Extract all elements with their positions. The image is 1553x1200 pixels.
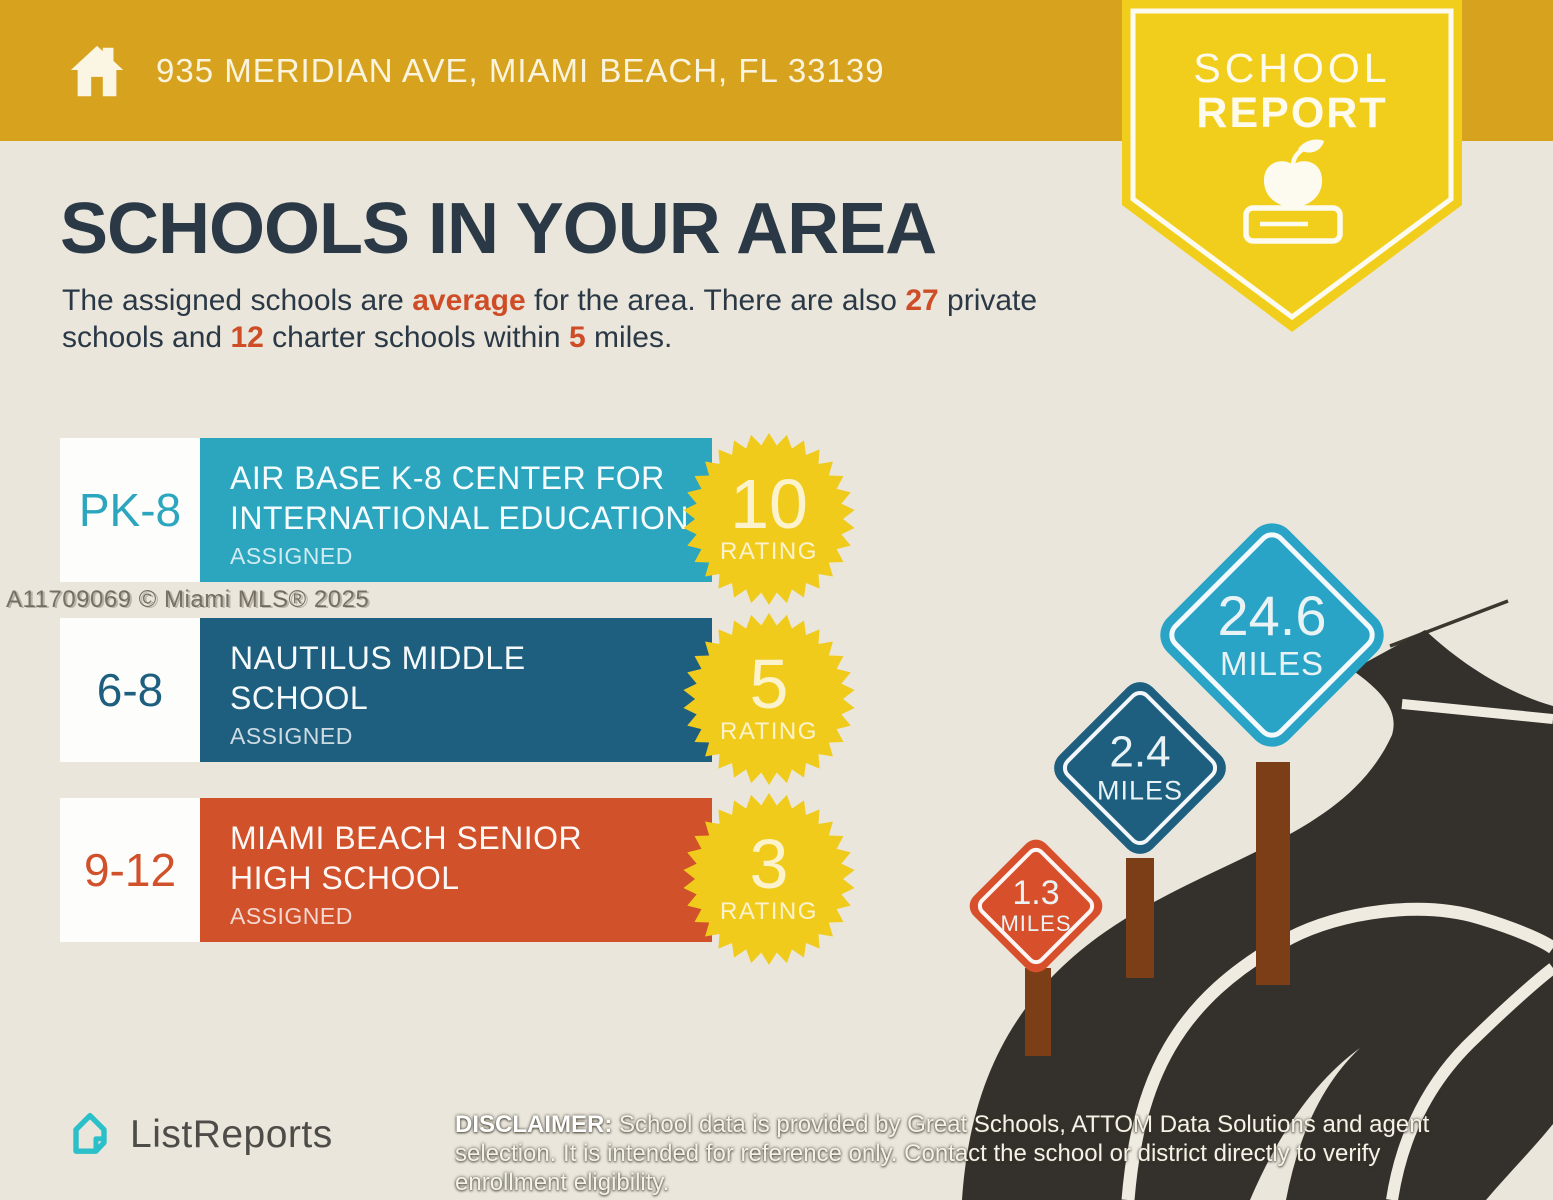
school-bar: NAUTILUS MIDDLE SCHOOL ASSIGNED	[200, 618, 712, 762]
distance-unit: MILES	[1219, 645, 1325, 682]
ribbon-title-line2: REPORT	[1196, 89, 1388, 138]
school-name-line: AIR BASE K-8 CENTER FOR	[230, 460, 665, 496]
grade-range: 6-8	[96, 664, 164, 716]
disclaimer-label: DISCLAIMER:	[455, 1111, 613, 1138]
distance-sign-far: 24.6 MILES	[1150, 513, 1394, 757]
rating-badge-elementary: 10 RATING	[683, 433, 855, 605]
distance-label: 1.3 MILES	[926, 875, 1146, 937]
distance-sign-near: 1.3 MILES	[963, 833, 1109, 979]
road-center-line-far	[1401, 699, 1553, 724]
horizon-line	[1389, 599, 1509, 648]
sign-post-mid	[1126, 858, 1154, 978]
school-status: ASSIGNED	[230, 543, 353, 569]
school-name-line: INTERNATIONAL EDUCATION	[230, 500, 689, 536]
listreports-house-icon	[73, 1112, 107, 1154]
intro-paragraph: The assigned schools are average for the…	[62, 282, 1102, 356]
ribbon-title: SCHOOL REPORT	[1122, 46, 1462, 137]
intro-segment: The assigned schools are	[62, 284, 413, 317]
school-name-line: MIAMI BEACH SENIOR	[230, 820, 583, 856]
grade-range-box: PK-8	[60, 438, 200, 582]
distance-label: 2.4 MILES	[1030, 727, 1250, 807]
distance-unit: MILES	[1000, 911, 1072, 936]
distance-value: 24.6	[1217, 584, 1327, 647]
rating-value: 5	[749, 645, 789, 723]
apple-book-icon	[1243, 139, 1343, 244]
listreports-wordmark: ListReports	[130, 1113, 333, 1156]
grade-range: 9-12	[83, 844, 177, 896]
rating-label: RATING	[720, 538, 818, 565]
highlight-charter-count: 12	[230, 321, 264, 354]
intro-segment: private schools and	[62, 284, 1038, 354]
distance-value: 2.4	[1109, 727, 1171, 777]
intro-segment: for the area. There are also	[525, 284, 906, 317]
distance-label: 24.6 MILES	[1162, 587, 1382, 683]
school-row-middle: 6-8 NAUTILUS MIDDLE SCHOOL ASSIGNED	[60, 618, 712, 762]
listreports-logo: ListReports	[62, 1104, 333, 1166]
page-title: SCHOOLS IN YOUR AREA	[60, 189, 937, 269]
mls-watermark: A11709069 © Miami MLS® 2025	[6, 586, 370, 613]
highlight-private-count: 27	[905, 284, 939, 317]
school-bar: MIAMI BEACH SENIOR HIGH SCHOOL ASSIGNED	[200, 798, 712, 942]
grade-range: PK-8	[78, 484, 182, 536]
rating-value: 3	[749, 825, 789, 903]
school-name: MIAMI BEACH SENIOR HIGH SCHOOL	[230, 818, 712, 898]
school-status: ASSIGNED	[230, 903, 353, 929]
distance-sign-mid: 2.4 MILES	[1046, 674, 1234, 862]
grade-range-box: 6-8	[60, 618, 200, 762]
starburst-icon	[683, 613, 855, 785]
disclaimer-text: DISCLAIMER: School data is provided by G…	[455, 1110, 1497, 1197]
school-name-line: HIGH SCHOOL	[230, 860, 460, 896]
distance-value: 1.3	[1012, 874, 1060, 912]
highlight-radius: 5	[568, 321, 586, 354]
school-row-high: 9-12 MIAMI BEACH SENIOR HIGH SCHOOL ASSI…	[60, 798, 712, 942]
school-name: NAUTILUS MIDDLE SCHOOL	[230, 638, 712, 718]
school-name-line: NAUTILUS MIDDLE	[230, 640, 526, 676]
rating-label: RATING	[720, 718, 818, 745]
intro-segment: miles.	[585, 321, 673, 354]
school-status: ASSIGNED	[230, 723, 353, 749]
ribbon-title-line1: SCHOOL	[1193, 45, 1391, 91]
school-row-elementary: PK-8 AIR BASE K-8 CENTER FOR INTERNATION…	[60, 438, 712, 582]
sign-post-near	[1025, 968, 1051, 1056]
rating-value: 10	[730, 465, 808, 543]
sign-post-far	[1256, 762, 1290, 985]
property-address: 935 MERIDIAN AVE, MIAMI BEACH, FL 33139	[156, 51, 885, 89]
intro-segment: charter schools within	[263, 321, 569, 354]
school-name: AIR BASE K-8 CENTER FOR INTERNATIONAL ED…	[230, 458, 712, 538]
ribbon-shape	[1122, 0, 1462, 332]
road-center-line-bend	[1386, 963, 1553, 1200]
rating-badge-high: 3 RATING	[683, 793, 855, 965]
disclaimer-body: School data is provided by Great Schools…	[455, 1111, 1430, 1196]
rating-badge-middle: 5 RATING	[683, 613, 855, 785]
grade-range-box: 9-12	[60, 798, 200, 942]
school-report-ribbon: SCHOOL REPORT	[1122, 0, 1462, 332]
home-icon	[70, 45, 124, 97]
starburst-icon	[683, 433, 855, 605]
road-center-line-near	[1121, 902, 1553, 1200]
rating-label: RATING	[720, 898, 818, 925]
school-name-line: SCHOOL	[230, 680, 369, 716]
distance-unit: MILES	[1096, 775, 1184, 806]
highlight-average: average	[412, 284, 526, 317]
starburst-icon	[683, 793, 855, 965]
school-bar: AIR BASE K-8 CENTER FOR INTERNATIONAL ED…	[200, 438, 712, 582]
